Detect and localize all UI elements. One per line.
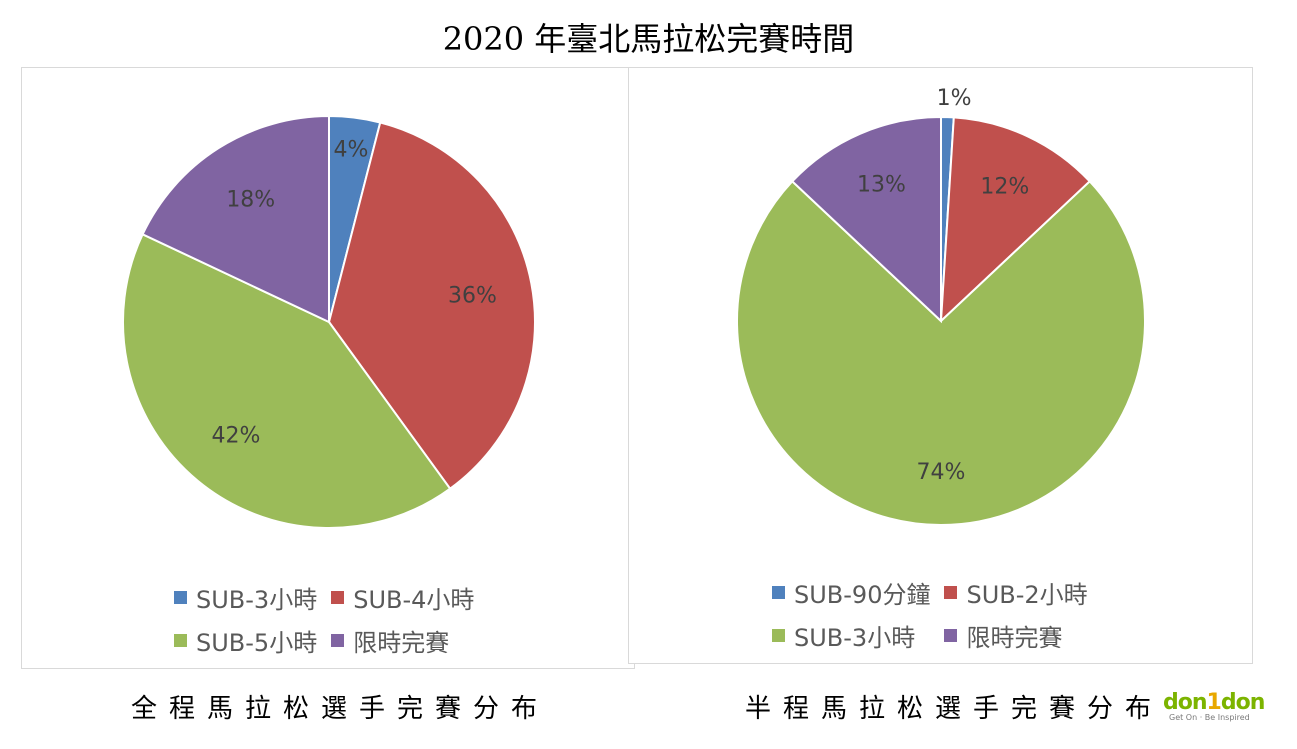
full-marathon-caption: 全程馬拉松選手完賽分布	[131, 694, 550, 724]
legend-swatch	[174, 591, 187, 604]
pie-data-label: 4%	[333, 137, 368, 162]
legend-swatch	[772, 629, 785, 642]
legend-label: 限時完賽	[966, 624, 1063, 652]
legend-item-sub3: SUB-3小時	[772, 618, 930, 653]
logo-tagline: Get On · Be Inspired	[1169, 713, 1250, 722]
legend-swatch	[331, 591, 345, 604]
pie-data-label: 18%	[226, 188, 275, 213]
pie-slice-2	[327, 121, 536, 491]
half-marathon-pie: 1% 12% 74% 13%	[736, 86, 1146, 526]
legend-swatch	[174, 634, 187, 647]
logo-part: 1	[1206, 690, 1222, 715]
pie-data-label: 36%	[448, 284, 497, 309]
full-marathon-legend: SUB-3小時 SUB-4小時 SUB-5小時 限時完賽	[174, 580, 474, 658]
legend-item-time-limit: 限時完賽	[944, 618, 1087, 653]
pie-slice-4	[790, 115, 942, 324]
legend-label: SUB-3小時	[794, 624, 916, 652]
pie-data-label: 1%	[937, 86, 972, 111]
logo-part: don	[1220, 690, 1266, 715]
legend-item-sub90: SUB-90分鐘	[772, 575, 930, 610]
legend-item-sub5: SUB-5小時	[174, 623, 317, 658]
legend-label: SUB-3小時	[196, 586, 318, 614]
legend-item-time-limit: 限時完賽	[331, 623, 474, 658]
pie-data-label: 42%	[211, 423, 260, 448]
brand-logo: don1don Get On · Be Inspired	[1163, 690, 1283, 734]
legend-item-sub4: SUB-4小時	[331, 580, 474, 615]
legend-swatch	[944, 629, 958, 642]
legend-swatch	[944, 586, 958, 599]
half-marathon-legend: SUB-90分鐘 SUB-2小時 SUB-3小時 限時完賽	[772, 575, 1088, 653]
half-marathon-caption: 半程馬拉松選手完賽分布	[745, 694, 1164, 724]
legend-item-sub2: SUB-2小時	[944, 575, 1088, 610]
legend-swatch	[772, 586, 785, 599]
pie-data-label: 13%	[857, 172, 906, 197]
chart-title: 2020 年臺北馬拉松完賽時間	[442, 20, 855, 58]
full-marathon-pie: 4% 36% 42% 18%	[122, 114, 536, 529]
pie-slice-2	[939, 116, 1092, 324]
legend-label: SUB-5小時	[196, 629, 318, 657]
logo-wordmark: don1don	[1163, 690, 1283, 715]
pie-data-label: 74%	[917, 460, 966, 485]
pie-slice-4	[141, 114, 330, 324]
legend-label: SUB-4小時	[353, 586, 475, 614]
pie-slice-3	[736, 179, 1146, 526]
logo-part: don	[1163, 690, 1208, 715]
half-marathon-chart-area: 1% 12% 74% 13% SUB-90分鐘 SUB-2小時 SUB-3小時 限時完…	[628, 67, 1253, 664]
legend-item-sub3: SUB-3小時	[174, 580, 317, 615]
full-marathon-chart-area: 4% 36% 42% 18% SUB-3小時 SUB-4小時 SUB-5小時 限時完賽	[21, 67, 635, 669]
legend-label: 限時完賽	[353, 629, 450, 657]
legend-label: SUB-2小時	[966, 581, 1088, 609]
pie-slice-3	[122, 232, 452, 529]
legend-swatch	[331, 634, 345, 647]
legend-label: SUB-90分鐘	[794, 581, 931, 609]
pie-data-label: 12%	[980, 174, 1029, 199]
